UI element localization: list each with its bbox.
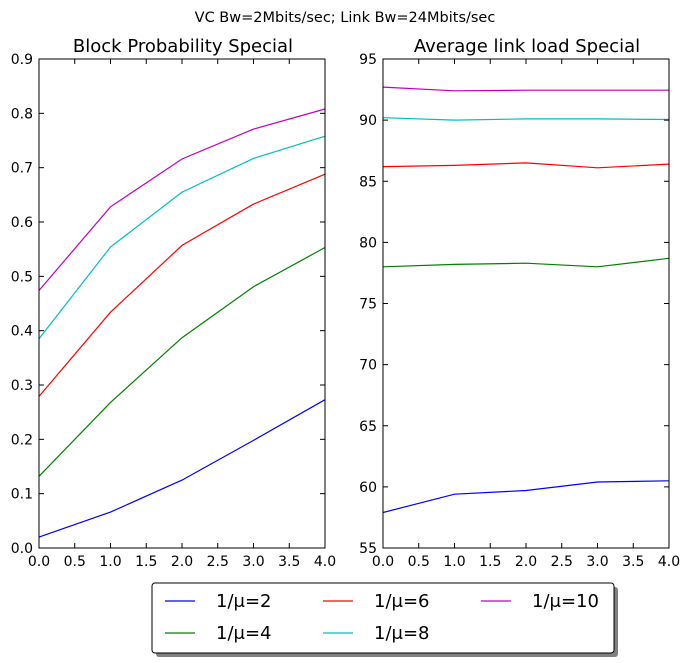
legend: 1/μ=2 1/μ=4 1/μ=6 1/μ=8 1/μ=10: [151, 582, 618, 657]
x-tick-label: 3.0: [586, 554, 608, 570]
chart-average-link-load: Average link load Special 0.0 0.5 1.0 1.5 2.…: [359, 36, 680, 570]
y-tick-label: 65: [359, 419, 377, 435]
series-line-4: [382, 117, 670, 121]
y-tick-label: 0.2: [11, 432, 33, 448]
series-line-3: [382, 162, 670, 169]
x-tick-label: 3.0: [242, 554, 264, 570]
x-tick-label: 4.0: [314, 554, 336, 570]
x-tick-label: 3.5: [278, 554, 300, 570]
series-line-1: [38, 399, 326, 538]
y-tick-label: 95: [359, 52, 377, 68]
x-tick-label: 2.0: [515, 554, 537, 570]
y-tick-label: 0.9: [11, 52, 33, 68]
x-tick-label: 1.0: [443, 554, 465, 570]
x-tick-label: 1.5: [479, 554, 501, 570]
x-tick-label: 2.5: [551, 554, 573, 570]
y-tick-label: 0.7: [11, 161, 33, 177]
y-tick-label: 0.8: [11, 106, 33, 122]
legend-label: 1/μ=4: [216, 623, 272, 644]
series-line-2: [38, 246, 326, 477]
y-tick-label: 0.6: [11, 215, 33, 231]
axes-frame: [38, 58, 326, 549]
y-tick-label: 55: [359, 541, 377, 557]
series-line-3: [38, 173, 326, 397]
plot-area: 0.0 0.5 1.0 1.5 2.0 2.5 3.0 3.5 4.0 0.0 0.1 0.2 0.3 0…: [11, 52, 336, 570]
x-tick-label: 3.5: [622, 554, 644, 570]
axes-frame: [382, 58, 670, 549]
chart-title: Average link load Special: [414, 36, 640, 57]
x-tick-label: 4.0: [658, 554, 680, 570]
y-tick-label: 0.5: [11, 269, 33, 285]
y-tick-label: 70: [359, 358, 377, 374]
y-tick-label: 60: [359, 480, 377, 496]
legend-label: 1/μ=2: [216, 591, 272, 612]
legend-label: 1/μ=8: [374, 623, 430, 644]
legend-label: 1/μ=10: [532, 591, 599, 612]
y-tick-label: 85: [359, 174, 377, 190]
x-tick-label: 2.5: [207, 554, 229, 570]
y-tick-label: 90: [359, 113, 377, 129]
x-tick-label: 0.0: [372, 554, 394, 570]
series-line-1: [382, 480, 670, 514]
x-tick-label: 0.5: [408, 554, 430, 570]
x-tick-label: 0.0: [28, 554, 50, 570]
x-tick-label: 1.5: [135, 554, 157, 570]
series-line-5: [38, 108, 326, 291]
y-tick-label: 0.1: [11, 487, 33, 503]
y-tick-label: 0.0: [11, 541, 33, 557]
x-tick-label: 2.0: [171, 554, 193, 570]
x-tick-label: 0.5: [64, 554, 86, 570]
y-tick-label: 0.3: [11, 378, 33, 394]
chart-block-probability: Block Probability Special 0.0 0.5 1.0 1.5 2.…: [11, 36, 336, 570]
legend-entries: 1/μ=2 1/μ=4 1/μ=6 1/μ=8 1/μ=10: [165, 591, 599, 644]
legend-label: 1/μ=6: [374, 591, 430, 612]
chart-title: Block Probability Special: [73, 36, 293, 57]
y-tick-label: 80: [359, 235, 377, 251]
y-tick-label: 0.4: [11, 324, 33, 340]
series-line-4: [38, 135, 326, 340]
series-line-5: [382, 86, 669, 92]
series-line-2: [382, 257, 670, 268]
x-tick-label: 1.0: [99, 554, 121, 570]
plot-area: 0.0 0.5 1.0 1.5 2.0 2.5 3.0 3.5 4.0 55 60 65 70 75 80 8…: [359, 52, 680, 570]
y-tick-label: 75: [359, 297, 377, 313]
figure-suptitle: VC Bw=2Mbits/sec; Link Bw=24Mbits/sec: [195, 10, 496, 26]
